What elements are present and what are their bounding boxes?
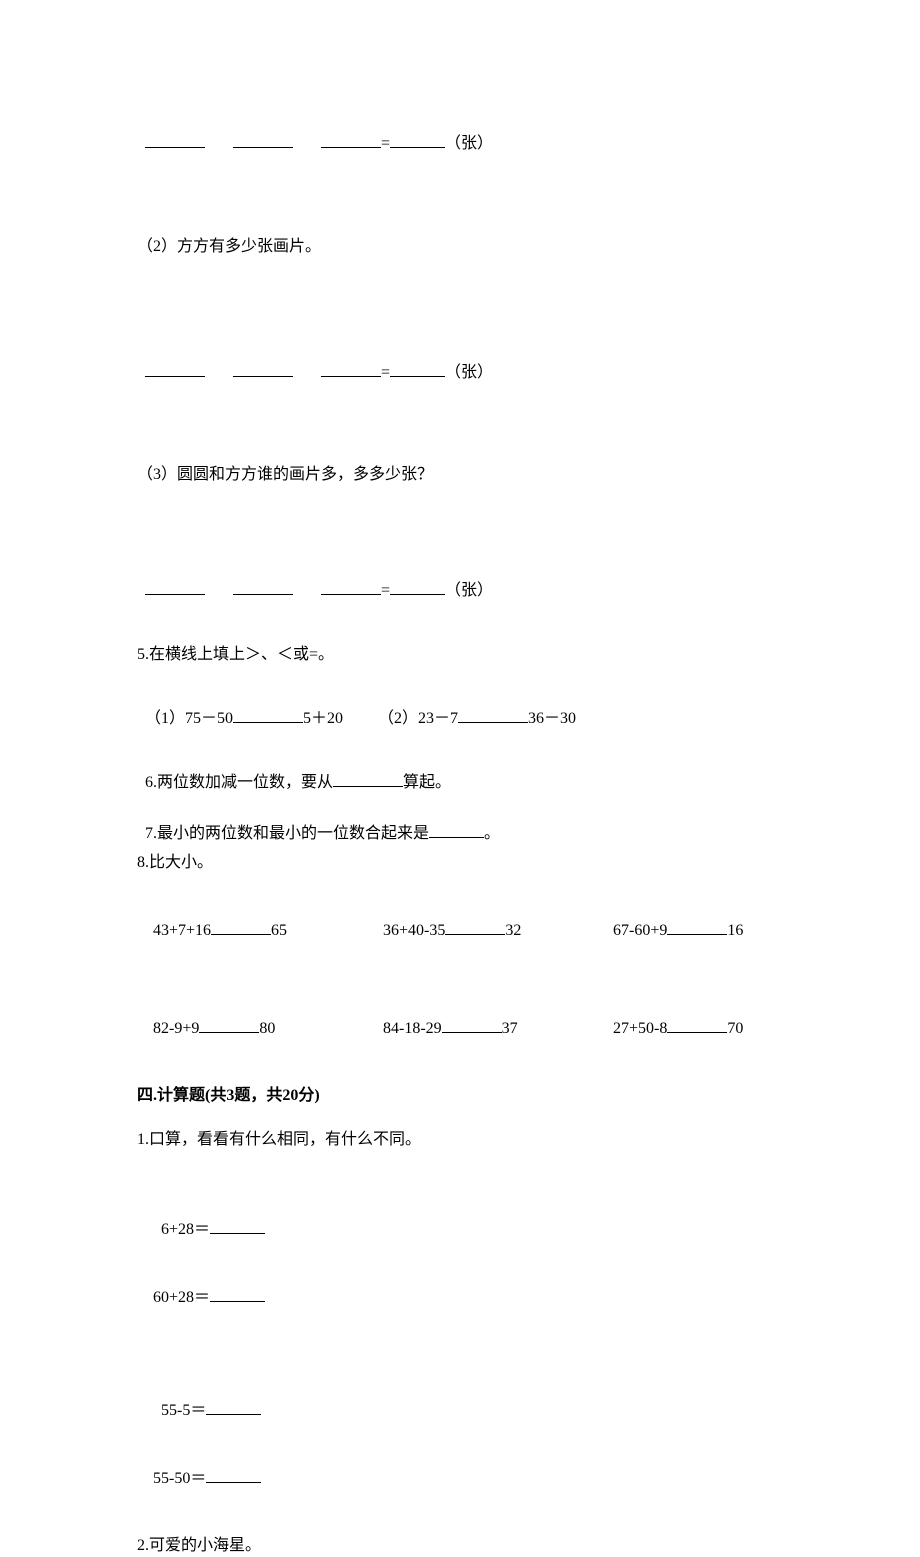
- blank-input[interactable]: [429, 822, 484, 838]
- calc-expr: 60+28＝: [153, 1289, 210, 1306]
- blank-input[interactable]: [199, 1017, 259, 1033]
- blank-input[interactable]: [233, 707, 303, 723]
- blank-input[interactable]: [210, 1286, 265, 1302]
- blank-input[interactable]: [145, 361, 205, 377]
- q7-prefix: 7.最小的两位数和最小的一位数合起来是: [145, 825, 429, 842]
- q8-expr: 36+40-35: [383, 922, 445, 939]
- blank-input[interactable]: [321, 361, 381, 377]
- q5-p1-left: （1）75－50: [145, 710, 233, 727]
- blank-input[interactable]: [206, 1467, 261, 1483]
- blank-input[interactable]: [233, 579, 293, 595]
- s4-q2: 2.可爱的小海星。: [137, 1535, 783, 1557]
- blank-input[interactable]: [390, 361, 445, 377]
- blank-input[interactable]: [445, 919, 505, 935]
- question-7: 7.最小的两位数和最小的一位数合起来是 。: [137, 800, 783, 846]
- equation-line-2: =（张）: [137, 338, 783, 384]
- blank-input[interactable]: [145, 579, 205, 595]
- q8-expr: 43+7+16: [153, 922, 211, 939]
- calc-expr: 6+28＝: [161, 1221, 210, 1238]
- blank-input[interactable]: [458, 707, 528, 723]
- blank-input[interactable]: [667, 1017, 727, 1033]
- q8-expr: 27+50-8: [613, 1020, 667, 1037]
- blank-input[interactable]: [321, 579, 381, 595]
- q8-val: 16: [727, 922, 743, 939]
- blank-input[interactable]: [321, 132, 381, 148]
- unit-text: （张）: [445, 135, 493, 152]
- calc-expr: 55-5＝: [161, 1402, 206, 1419]
- q6-prefix: 6.两位数加减一位数，要从: [145, 774, 333, 791]
- q8-val: 32: [505, 922, 521, 939]
- unit-text: （张）: [445, 582, 493, 599]
- q7-suffix: 。: [484, 825, 500, 842]
- q8-expr: 84-18-29: [383, 1020, 442, 1037]
- q8-row-2: 82-9+9 80 84-18-29 37 27+50-8 70: [137, 994, 783, 1062]
- q5-p1-right: 5＋20: [303, 710, 343, 727]
- equation-line-3: =（张）: [137, 556, 783, 602]
- q6-suffix: 算起。: [403, 774, 451, 791]
- question-5-stem: 5.在横线上填上＞、＜或=。: [137, 644, 783, 666]
- blank-input[interactable]: [233, 132, 293, 148]
- q5-p2-left: （2）23－7: [378, 710, 458, 727]
- s4-q1-row-1: 6+28＝ 60+28＝: [137, 1173, 783, 1332]
- q8-expr: 67-60+9: [613, 922, 667, 939]
- blank-input[interactable]: [233, 361, 293, 377]
- question-3: （3）圆圆和方方谁的画片多，多多少张？: [137, 464, 783, 486]
- blank-input[interactable]: [390, 132, 445, 148]
- q8-val: 65: [271, 922, 287, 939]
- unit-text: （张）: [445, 364, 493, 381]
- q8-val: 37: [502, 1020, 518, 1037]
- question-6: 6.两位数加减一位数，要从 算起。: [137, 748, 783, 794]
- blank-input[interactable]: [206, 1399, 261, 1415]
- question-8-stem: 8.比大小。: [137, 852, 783, 874]
- blank-input[interactable]: [390, 579, 445, 595]
- blank-input[interactable]: [210, 1218, 265, 1234]
- blank-input[interactable]: [442, 1017, 502, 1033]
- q8-expr: 82-9+9: [153, 1020, 199, 1037]
- blank-input[interactable]: [145, 132, 205, 148]
- q8-row-1: 43+7+16 65 36+40-35 32 67-60+9 16: [137, 896, 783, 964]
- blank-input[interactable]: [667, 919, 727, 935]
- question-5-parts: （1）75－50 5＋20 （2）23－7 36－30: [137, 685, 783, 731]
- calc-expr: 55-50＝: [153, 1470, 206, 1487]
- s4-q1-stem: 1.口算，看看有什么相同，有什么不同。: [137, 1129, 783, 1151]
- q8-val: 80: [259, 1020, 275, 1037]
- blank-input[interactable]: [333, 771, 403, 787]
- s4-q1-row-2: 55-5＝ 55-50＝: [137, 1354, 783, 1513]
- equation-line-1: =（张）: [137, 110, 783, 156]
- q5-p2-right: 36－30: [528, 710, 576, 727]
- blank-input[interactable]: [211, 919, 271, 935]
- q8-val: 70: [727, 1020, 743, 1037]
- section-4-heading: 四.计算题(共3题，共20分): [137, 1085, 783, 1107]
- question-2: （2）方方有多少张画片。: [137, 236, 783, 258]
